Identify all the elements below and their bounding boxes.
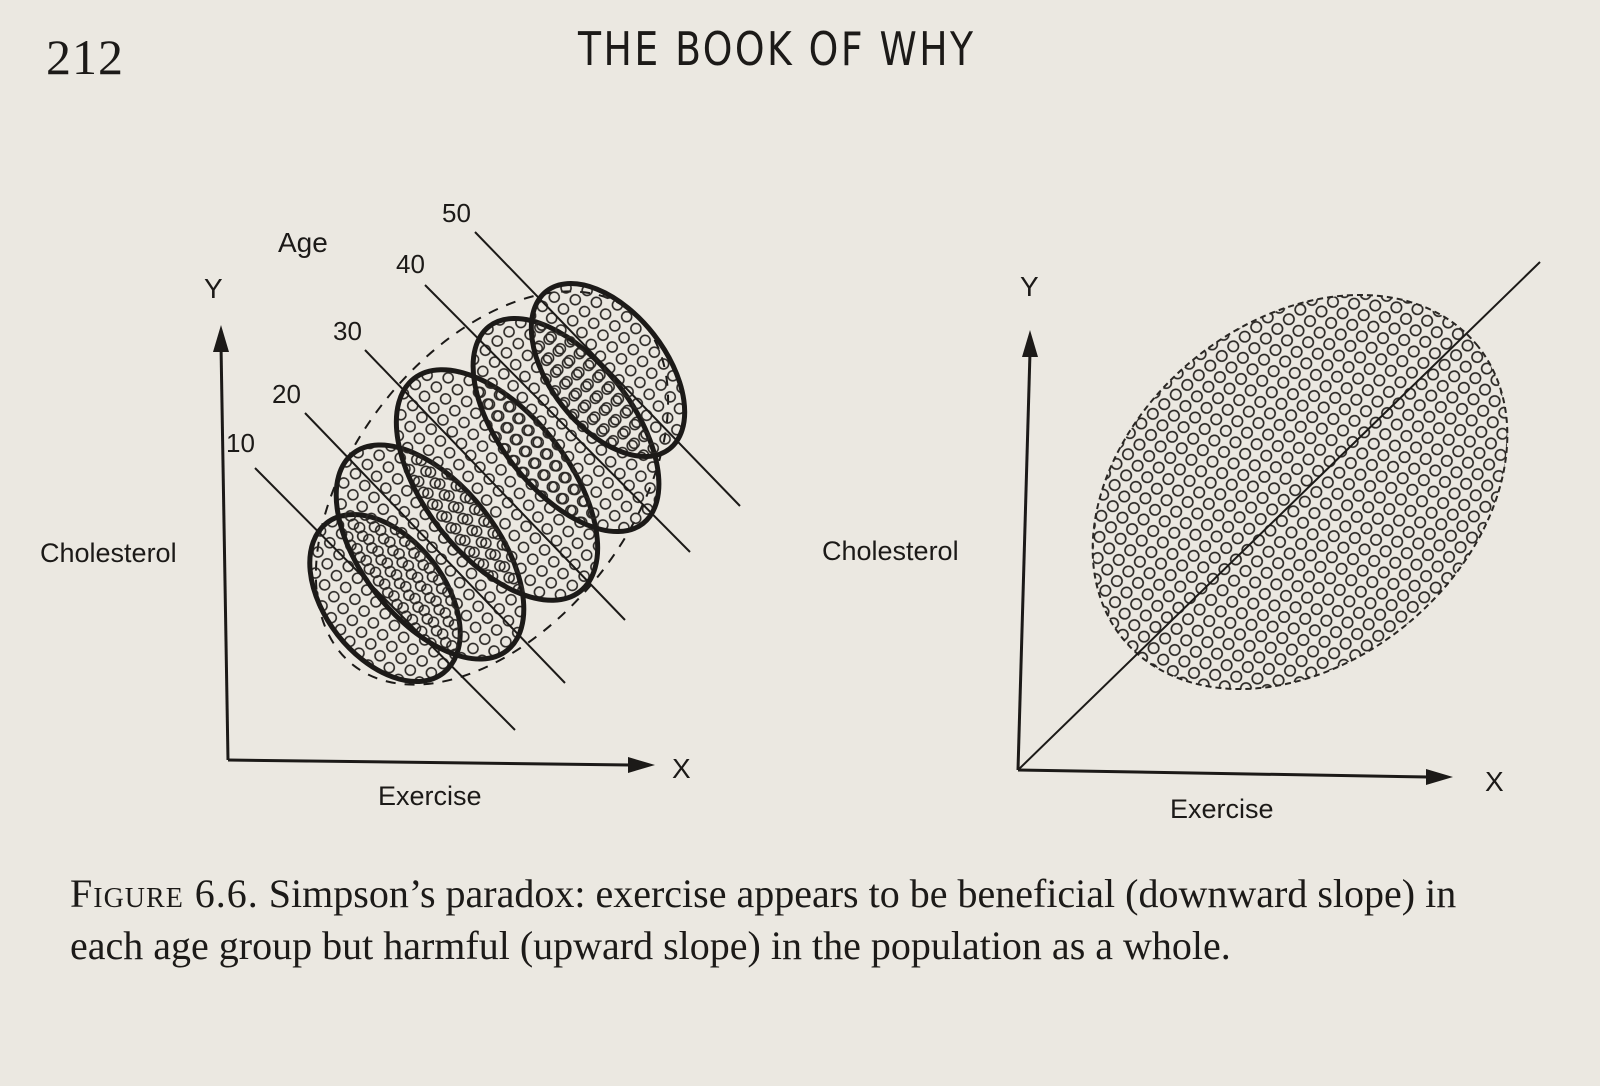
right-x-axis xyxy=(1017,768,1429,779)
right-panel: Y X Cholesterol Exercise xyxy=(822,261,1541,824)
right-x-axis-letter: X xyxy=(1485,766,1504,797)
age-line-50 xyxy=(474,231,741,507)
left-y-axis-letter: Y xyxy=(204,273,223,304)
right-y-axis-label: Cholesterol xyxy=(822,536,959,566)
age-label-10: 10 xyxy=(226,428,255,458)
figure-caption-text: Simpson’s paradox: exercise appears to b… xyxy=(70,871,1457,968)
right-y-arrowhead xyxy=(1022,330,1038,357)
left-x-arrowhead xyxy=(628,757,655,773)
population-trend-line xyxy=(1017,261,1541,771)
right-y-axis xyxy=(1016,351,1032,771)
age-line-30 xyxy=(364,349,626,621)
page-number: 212 xyxy=(46,29,124,85)
age-label-50: 50 xyxy=(442,198,471,228)
age-group-title: Age xyxy=(278,227,328,258)
figure-caption-label: Figure 6.6. xyxy=(70,871,259,916)
figure-caption: Figure 6.6. Simpson’s paradox: exercise … xyxy=(70,868,1490,972)
left-y-axis xyxy=(219,344,230,761)
left-panel: Y X Cholesterol Exercise Age 10 20 30 40… xyxy=(40,198,741,811)
running-head: THE BOOK OF WHY xyxy=(578,22,976,76)
age-line-20 xyxy=(304,412,566,684)
age-label-40: 40 xyxy=(396,249,425,279)
right-x-arrowhead xyxy=(1426,769,1453,785)
age-label-30: 30 xyxy=(333,316,362,346)
left-x-axis-letter: X xyxy=(672,753,691,784)
age-label-20: 20 xyxy=(272,379,301,409)
left-y-arrowhead xyxy=(213,325,229,352)
left-y-axis-label: Cholesterol xyxy=(40,538,177,568)
age-line-10 xyxy=(254,467,516,731)
age-line-40 xyxy=(424,284,691,553)
left-x-axis-label: Exercise xyxy=(378,781,482,811)
left-x-axis xyxy=(227,758,631,767)
population-ellipse xyxy=(1091,293,1509,691)
right-y-axis-letter: Y xyxy=(1020,271,1039,302)
right-x-axis-label: Exercise xyxy=(1170,794,1274,824)
